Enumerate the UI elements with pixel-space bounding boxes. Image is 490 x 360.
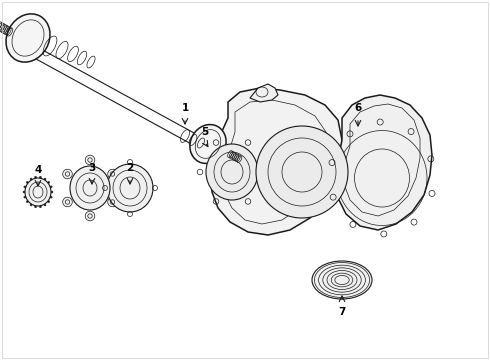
Ellipse shape xyxy=(6,14,50,62)
Ellipse shape xyxy=(312,261,372,299)
Circle shape xyxy=(30,178,32,180)
Circle shape xyxy=(108,169,117,179)
Circle shape xyxy=(63,197,73,207)
Polygon shape xyxy=(210,88,342,235)
Ellipse shape xyxy=(25,178,51,206)
Circle shape xyxy=(85,155,95,165)
Circle shape xyxy=(35,176,37,178)
Circle shape xyxy=(48,201,49,203)
Circle shape xyxy=(39,176,42,178)
Text: 1: 1 xyxy=(181,103,189,113)
Ellipse shape xyxy=(70,166,110,210)
Circle shape xyxy=(44,204,46,206)
Circle shape xyxy=(26,201,28,203)
Circle shape xyxy=(63,169,73,179)
Text: 7: 7 xyxy=(338,307,345,317)
Circle shape xyxy=(44,178,46,180)
Circle shape xyxy=(108,197,117,207)
Text: 5: 5 xyxy=(201,127,209,137)
Circle shape xyxy=(23,191,25,193)
Circle shape xyxy=(30,204,32,206)
Polygon shape xyxy=(250,84,278,102)
Circle shape xyxy=(50,196,52,198)
Circle shape xyxy=(24,196,26,198)
Ellipse shape xyxy=(206,144,258,200)
Ellipse shape xyxy=(190,125,226,163)
Text: 4: 4 xyxy=(34,165,42,175)
Text: 2: 2 xyxy=(126,163,134,173)
Circle shape xyxy=(39,206,42,208)
Circle shape xyxy=(50,186,52,188)
Circle shape xyxy=(35,206,37,208)
Text: 3: 3 xyxy=(88,163,96,173)
Circle shape xyxy=(48,181,49,183)
Ellipse shape xyxy=(107,164,153,212)
Circle shape xyxy=(51,191,53,193)
Circle shape xyxy=(85,211,95,221)
Circle shape xyxy=(256,126,348,218)
Text: 6: 6 xyxy=(354,103,362,113)
Circle shape xyxy=(24,186,26,188)
Polygon shape xyxy=(336,95,432,230)
Circle shape xyxy=(26,181,28,183)
